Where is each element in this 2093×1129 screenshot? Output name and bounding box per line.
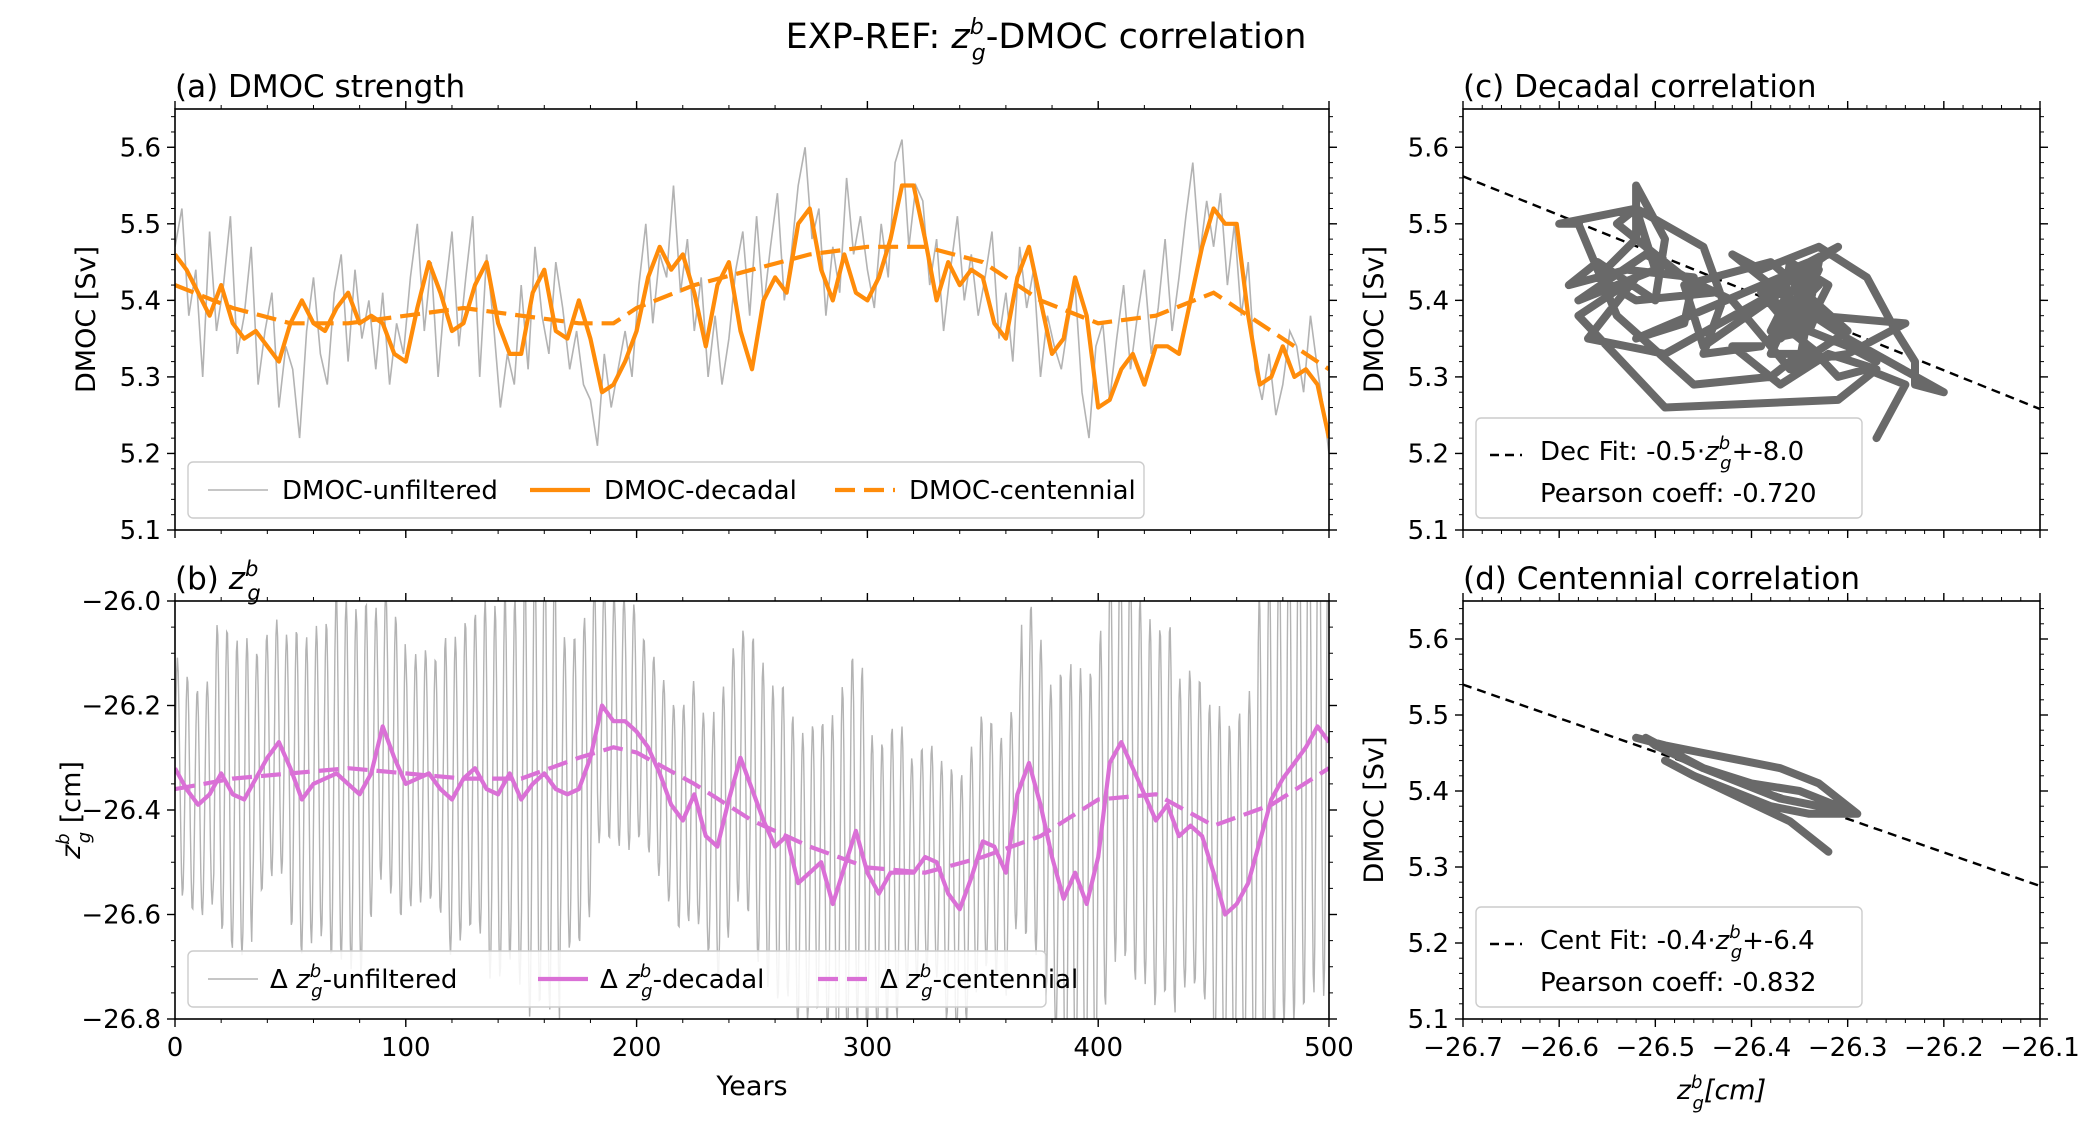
x-tick-label: 200 xyxy=(612,1033,662,1063)
series-line-centennial xyxy=(175,745,1329,875)
y-axis-label: DMOC [Sv] xyxy=(71,246,102,393)
y-tick-label: 5.1 xyxy=(120,516,161,546)
y-axis-label-group: zbg [cm] xyxy=(53,761,95,860)
legend-pearson-coeff: Pearson coeff: -0.720 xyxy=(1540,479,1817,509)
y-tick-label: −26.4 xyxy=(81,796,161,826)
y-axis-label: zbg [cm] xyxy=(53,761,95,860)
x-tick-label: 0 xyxy=(167,1033,184,1063)
y-tick-label: 5.2 xyxy=(120,439,161,469)
y-tick-label: 5.4 xyxy=(1408,286,1449,316)
y-tick-label: 5.3 xyxy=(1408,363,1449,393)
y-tick-label: 5.5 xyxy=(120,210,161,240)
y-tick-label: 5.6 xyxy=(1408,133,1449,163)
legend-box xyxy=(1475,417,1863,519)
legend-label-unfiltered: DMOC-unfiltered xyxy=(282,476,498,506)
series-line-centennial xyxy=(175,244,1329,372)
scatter-trajectory xyxy=(1555,181,1948,443)
y-tick-label: −26.0 xyxy=(81,587,161,617)
plot-frame xyxy=(174,108,1330,531)
panel-title: (b) zb g xyxy=(175,557,261,605)
y-tick-label: 5.4 xyxy=(120,286,161,316)
x-tick-label: 300 xyxy=(843,1033,893,1063)
figure-title: EXP-REF: zb g-DMOC correlation xyxy=(786,15,1307,66)
series-line-unfiltered xyxy=(175,601,1328,1019)
x-axis-label: Years xyxy=(715,1071,787,1102)
legend-label-centennial: DMOC-centennial xyxy=(909,476,1136,506)
x-tick-label: −26.1 xyxy=(2000,1033,2080,1063)
y-tick-label: 5.2 xyxy=(1408,929,1449,959)
y-tick-label: 5.2 xyxy=(1408,439,1449,469)
legend-box xyxy=(187,461,1145,519)
y-tick-label: 5.6 xyxy=(120,133,161,163)
legend-label-centennial: Δ zb g-centennial xyxy=(880,961,1078,1002)
y-tick-label: −26.6 xyxy=(81,901,161,931)
x-tick-label: −26.7 xyxy=(1423,1033,1503,1063)
legend-fit-equation: Cent Fit: -0.4·zb g+-6.4 xyxy=(1540,922,1815,963)
plot-area xyxy=(175,601,1329,1019)
fit-line xyxy=(1463,175,2040,411)
x-tick-label: 400 xyxy=(1073,1033,1123,1063)
x-tick-label: 100 xyxy=(381,1033,431,1063)
panel-title: (a) DMOC strength xyxy=(175,69,465,105)
x-tick-label: −26.3 xyxy=(1808,1033,1888,1063)
plot-area xyxy=(1463,175,2040,443)
y-tick-label: 5.1 xyxy=(1408,1005,1449,1035)
series-line-decadal xyxy=(175,703,1329,917)
legend-label-unfiltered: Δ zb g-unfiltered xyxy=(270,961,457,1002)
plot-area xyxy=(175,139,1329,454)
y-tick-label: 5.4 xyxy=(1408,777,1449,807)
series-line-decadal xyxy=(175,183,1329,439)
y-tick-label: 5.5 xyxy=(1408,701,1449,731)
series-line-unfiltered xyxy=(175,139,1329,454)
plot-area xyxy=(1463,683,2040,888)
y-tick-label: 5.1 xyxy=(1408,516,1449,546)
panel-title: (c) Decadal correlation xyxy=(1463,69,1817,105)
legend-box xyxy=(187,950,1047,1008)
legend-fit-equation: Dec Fit: -0.5·zb g+-8.0 xyxy=(1540,433,1804,474)
panel-title: (d) Centennial correlation xyxy=(1463,561,1860,597)
panel-d-centennial-correlation: 5.1 5.2 5.3 5.4 5.5 5.6 −26.7 −26.6 −26.5 −26.4 −2… xyxy=(1359,561,2080,1114)
y-tick-label: −26.2 xyxy=(81,692,161,722)
y-axis-label: DMOC [Sv] xyxy=(1359,737,1390,884)
x-tick-label: −26.6 xyxy=(1519,1033,1599,1063)
legend-label-decadal: DMOC-decadal xyxy=(604,476,797,506)
x-tick-label: −26.4 xyxy=(1712,1033,1792,1063)
x-tick-label: −26.5 xyxy=(1615,1033,1695,1063)
panel-a-dmoc-strength: 5.1 5.2 5.3 5.4 5.5 5.6 (a) DMOC strength DMOC … xyxy=(71,69,1337,546)
y-tick-label: 5.3 xyxy=(1408,853,1449,883)
y-tick-label: 5.6 xyxy=(1408,625,1449,655)
y-tick-label: 5.5 xyxy=(1408,210,1449,240)
y-axis-label: DMOC [Sv] xyxy=(1359,246,1390,393)
panel-b-zg: −26.8 −26.6 −26.4 −26.2 −26.0 0 100 200 300 400 50… xyxy=(53,557,1354,1102)
x-tick-label: 500 xyxy=(1304,1033,1354,1063)
x-axis-label: zb g[cm] xyxy=(1676,1072,1766,1114)
scatter-trajectory xyxy=(1632,733,1862,856)
y-tick-label: 5.3 xyxy=(120,363,161,393)
legend-label-decadal: Δ zb g-decadal xyxy=(600,961,764,1002)
y-tick-label: −26.8 xyxy=(81,1005,161,1035)
panel-c-decadal-correlation: 5.1 5.2 5.3 5.4 5.5 5.6 (c) Decadal correlatio… xyxy=(1359,69,2048,546)
legend-box xyxy=(1475,906,1863,1008)
legend-pearson-coeff: Pearson coeff: -0.832 xyxy=(1540,968,1817,998)
x-tick-label: −26.2 xyxy=(1904,1033,1984,1063)
